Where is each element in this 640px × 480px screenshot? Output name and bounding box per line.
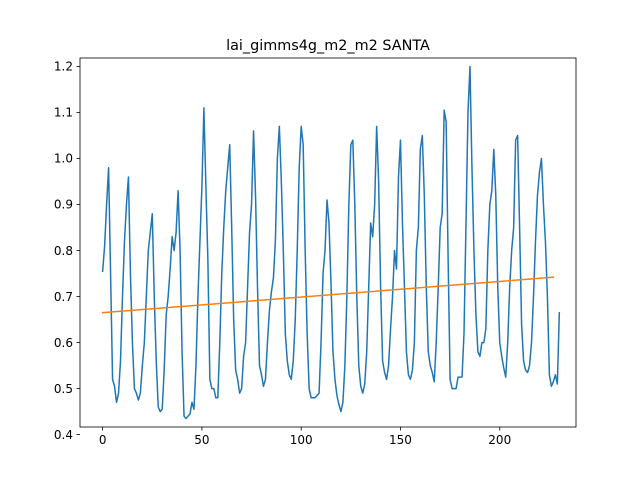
y-tick-label: 0.8: [54, 244, 73, 258]
y-tick-label: 0.4: [54, 428, 73, 442]
y-tick-label: 1.1: [54, 106, 73, 120]
x-tick-label: 0: [99, 433, 107, 447]
y-tick-label: 1.2: [54, 60, 73, 74]
x-tick-label: 50: [194, 433, 209, 447]
series-line-lai: [101, 65, 561, 420]
y-tick-label: 0.9: [54, 198, 73, 212]
y-tick-label: 0.6: [54, 336, 73, 350]
axes-frame: [79, 57, 577, 428]
series-line-trend: [101, 276, 555, 314]
y-tick-label: 0.7: [54, 290, 73, 304]
x-tick-label: 100: [290, 433, 313, 447]
y-tick-label: 0.5: [54, 382, 73, 396]
x-tick-label: 150: [389, 433, 412, 447]
chart-title: lai_gimms4g_m2_m2 SANTA: [226, 38, 430, 54]
axes-layer: 0 50 100 150 200 0.4 0.5 0.6 0.7 0.8 0.9 1.0 1.1 1.2: [54, 57, 577, 447]
series-layer: [101, 65, 561, 420]
x-tick-label: 200: [488, 433, 511, 447]
y-tick-label: 1.0: [54, 152, 73, 166]
